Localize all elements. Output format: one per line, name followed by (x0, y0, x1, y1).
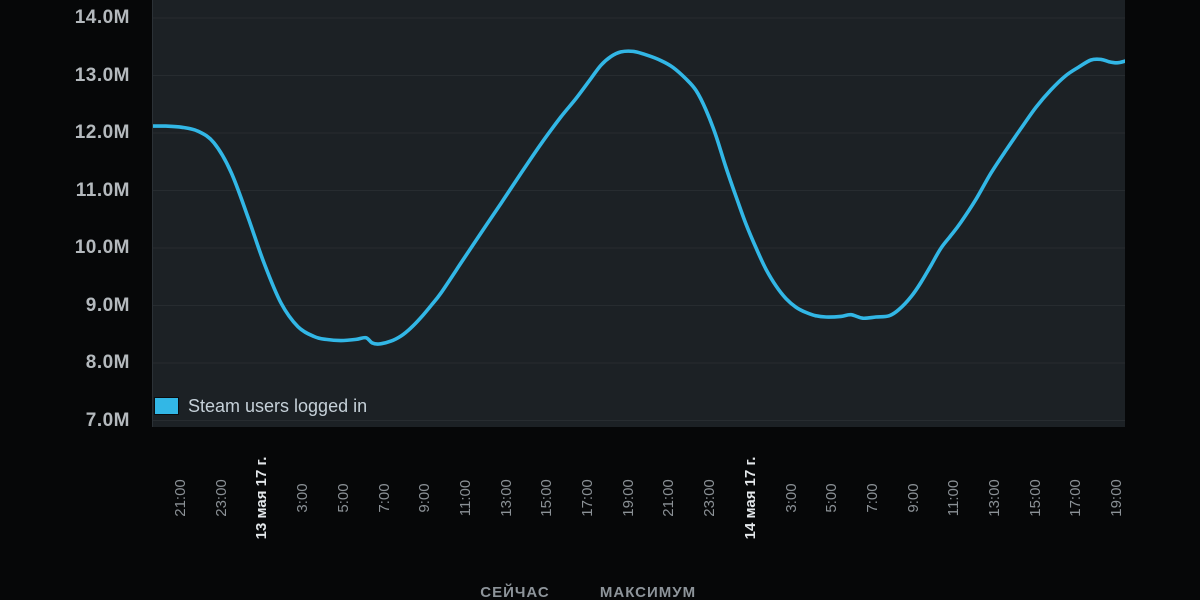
x-axis-label: 15:00 (538, 479, 556, 517)
x-axis-label: 9:00 (904, 483, 922, 513)
y-axis-label: 10.0M (74, 237, 130, 258)
legend-label: Steam users logged in (188, 396, 368, 416)
x-axis-label: 17:00 (1067, 479, 1085, 517)
x-axis-date-label: 13 мая 17 г. (253, 456, 271, 540)
x-axis-label: 15:00 (1026, 479, 1044, 517)
x-axis-label: 11:00 (945, 479, 963, 517)
x-axis-label: 5:00 (823, 483, 841, 513)
x-axis-label: 7:00 (375, 483, 393, 513)
y-axis-label: 9.0M (85, 294, 130, 316)
x-axis-label: 7:00 (863, 483, 881, 513)
x-axis-date-label: 14 мая 17 г. (741, 456, 759, 540)
x-axis: 21:00 23:00 13 мая 17 г. 3:00 5:00 7:00 9:00 11… (0, 427, 1200, 577)
x-axis-label: 19:00 (1108, 479, 1126, 517)
y-axis-label: 13.0M (74, 64, 130, 86)
x-axis-label: 23:00 (212, 479, 230, 517)
x-axis-label: 5:00 (334, 483, 352, 513)
x-axis-label: 13:00 (986, 479, 1003, 517)
column-header-peak: МАКСИМУМ (599, 584, 697, 600)
x-axis-label: 19:00 (619, 479, 637, 517)
x-axis-label: 23:00 (701, 479, 719, 517)
x-axis-label: 3:00 (294, 483, 312, 513)
y-axis-label: 8.0M (85, 352, 130, 373)
x-axis-label: 21:00 (660, 479, 678, 517)
legend-swatch-icon (154, 397, 179, 415)
x-axis-label: 17:00 (579, 479, 596, 517)
y-axis: 14.0M 13.0M 12.0M 11.0M 10.0M 9.0M 8.0M 7.0M (0, 0, 134, 431)
plot-area[interactable] (152, 0, 1125, 427)
y-axis-label: 11.0M (75, 179, 130, 201)
y-axis-label: 7.0M (85, 409, 130, 431)
y-axis-label: 12.0M (74, 122, 130, 143)
x-axis-label: 21:00 (172, 479, 189, 517)
users-online-line-chart (153, 17, 1125, 421)
x-axis-label: 9:00 (416, 483, 434, 513)
x-axis-label: 3:00 (782, 483, 800, 513)
table-header-cropped: СЕЙЧАС МАКСИМУМ (0, 580, 1200, 600)
x-axis-label: 13:00 (497, 479, 515, 517)
x-axis-label: 11:00 (456, 479, 474, 517)
chart-legend: Steam users logged in (154, 394, 367, 418)
column-header-current: СЕЙЧАС (480, 584, 550, 600)
y-axis-label: 14.0M (74, 7, 130, 28)
series-line (153, 49, 1125, 346)
